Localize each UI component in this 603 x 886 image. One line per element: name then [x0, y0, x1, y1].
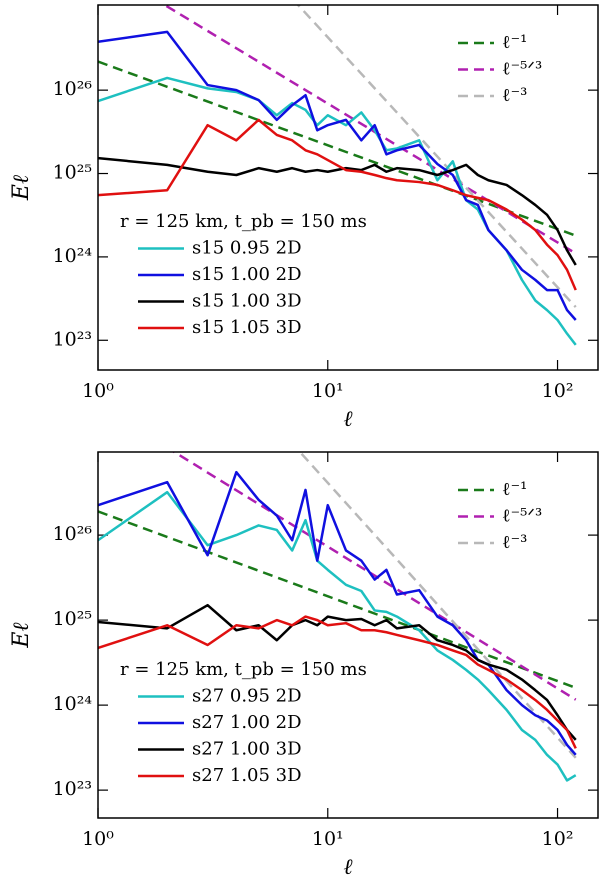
panel: 10⁰ 10¹ 10² 10²³ 10²⁴ 10²⁵ 10²⁶ ℓ Eℓ ℓ⁻¹ ℓ⁻⁵ᐟ³ ℓ⁻³ r…	[9, 4, 599, 432]
legend-label: ℓ⁻¹	[502, 32, 527, 53]
y-tick-label: 10²⁶	[53, 78, 93, 100]
legend-label: ℓ⁻³	[502, 532, 527, 553]
y-axis-label: Eℓ	[9, 174, 34, 201]
plot-frame	[97, 451, 599, 819]
legend-label: s15 0.95 2D	[192, 238, 302, 259]
legend-label: s15 1.05 3D	[192, 317, 302, 338]
reference-line	[98, 510, 577, 689]
x-tick-label: 10¹	[312, 380, 344, 402]
legend-label: s27 0.95 2D	[192, 686, 302, 707]
y-tick-label: 10²⁵	[53, 162, 92, 184]
data-line	[98, 615, 577, 749]
y-tick-label: 10²⁶	[53, 523, 93, 545]
x-axis-label: ℓ	[343, 855, 353, 880]
legend-label: s27 1.05 3D	[192, 765, 302, 786]
legend: ℓ⁻¹ ℓ⁻⁵ᐟ³ ℓ⁻³	[458, 479, 542, 553]
data-line	[98, 156, 577, 266]
data-line	[98, 603, 577, 741]
x-tick-label: 10⁰	[82, 828, 114, 850]
reference-line	[296, 5, 577, 308]
legend-label: s15 1.00 3D	[192, 291, 302, 312]
legend-label: s15 1.00 2D	[192, 264, 302, 285]
reference-line	[298, 452, 577, 759]
legend-label: s27 1.00 3D	[192, 739, 302, 760]
legend: r = 125 km, t_pb = 150 ms s27 0.95 2D s27 …	[120, 659, 367, 786]
y-tick-label: 10²⁵	[53, 608, 92, 630]
legend-label: s27 1.00 2D	[192, 712, 302, 733]
annotation: r = 125 km, t_pb = 150 ms	[120, 211, 367, 232]
plot-frame	[97, 4, 599, 371]
legend: ℓ⁻¹ ℓ⁻⁵ᐟ³ ℓ⁻³	[458, 32, 542, 106]
x-tick-label: 10²	[542, 380, 574, 402]
plot-lines	[98, 452, 577, 782]
legend-label: ℓ⁻⁵ᐟ³	[502, 59, 542, 80]
y-tick-label: 10²⁴	[53, 693, 93, 715]
x-tick-label: 10²	[542, 828, 574, 850]
legend: r = 125 km, t_pb = 150 ms s15 0.95 2D s15 …	[120, 211, 367, 338]
x-tick-label: 10¹	[312, 828, 344, 850]
y-tick-label: 10²⁴	[53, 245, 93, 267]
x-axis-label: ℓ	[343, 407, 353, 432]
data-line	[98, 118, 577, 291]
x-tick-label: 10⁰	[82, 380, 114, 402]
data-line	[98, 76, 577, 346]
annotation: r = 125 km, t_pb = 150 ms	[120, 659, 367, 680]
plot-lines	[98, 5, 577, 346]
y-tick-label: 10²³	[53, 778, 92, 800]
legend-label: ℓ⁻³	[502, 85, 527, 106]
reference-line	[171, 452, 577, 701]
panel: 10⁰ 10¹ 10² 10²³ 10²⁴ 10²⁵ 10²⁶ ℓ Eℓ ℓ⁻¹ ℓ⁻⁵ᐟ³ ℓ⁻³ r…	[9, 451, 599, 880]
data-line	[98, 490, 577, 782]
legend-label: ℓ⁻¹	[502, 479, 527, 500]
data-line	[98, 30, 577, 321]
y-axis-label: Eℓ	[9, 622, 34, 649]
y-tick-label: 10²³	[53, 328, 92, 350]
legend-label: ℓ⁻⁵ᐟ³	[502, 506, 542, 527]
data-line	[98, 470, 577, 756]
